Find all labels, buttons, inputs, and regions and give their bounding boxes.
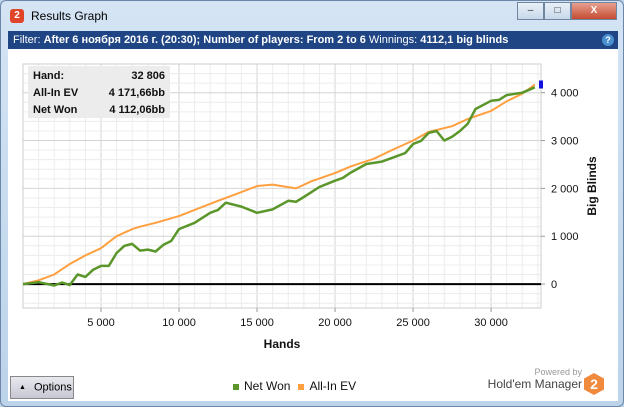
- app-logo-icon: 2: [10, 9, 24, 23]
- net-won-line: [22, 86, 536, 287]
- info-value: 4 112,06bb: [109, 104, 165, 116]
- legend-label: Net Won: [244, 379, 291, 393]
- legend-swatch: [233, 384, 239, 390]
- powered-by: Powered by: [534, 367, 582, 377]
- info-value: 4 171,66bb: [108, 87, 165, 99]
- info-row-allin-ev: All-In EV 4 171,66bb: [28, 85, 170, 102]
- filter-winnings-label: Winnings:: [368, 34, 418, 46]
- close-button[interactable]: X: [571, 2, 617, 20]
- legend-allin-ev: All-In EV: [298, 379, 356, 393]
- info-label: Net Won: [33, 104, 78, 116]
- filter-date: After 6 ноября 2016 г. (20:30);: [43, 34, 201, 46]
- options-button[interactable]: ▲ Options: [10, 376, 74, 399]
- graph-panel: 5 000 10 000 15 000 20 000 25 000 30 000 0 1 00…: [8, 49, 618, 401]
- filter-players-label: Number of players:: [203, 34, 304, 46]
- filter-winnings: 4112,1 big blinds: [420, 34, 509, 46]
- help-icon[interactable]: ?: [602, 34, 614, 46]
- x-tick-label: 25 000: [396, 317, 430, 329]
- brand: Powered by Hold'em Manager: [488, 367, 582, 391]
- x-tick-label: 15 000: [240, 317, 274, 329]
- info-label: Hand:: [33, 70, 65, 82]
- chart-legend: Net Won All-In EV: [233, 379, 356, 393]
- current-hand-marker: [539, 80, 543, 89]
- x-tick-label: 5 000: [87, 317, 115, 329]
- legend-label: All-In EV: [309, 379, 357, 393]
- y-tick-label: 1 000: [551, 231, 579, 243]
- y-tick-label: 0: [551, 279, 557, 291]
- triangle-up-icon: ▲: [19, 384, 26, 391]
- x-axis-label: Hands: [264, 337, 301, 351]
- minimize-button[interactable]: –: [517, 2, 544, 20]
- plot-border: [22, 63, 542, 309]
- info-value: 32 806: [131, 70, 165, 82]
- filter-bar: Filter: After 6 ноября 2016 г. (20:30); …: [8, 31, 618, 49]
- y-axis-label: Big Blinds: [585, 156, 599, 216]
- hm2-logo-icon: 2: [584, 373, 604, 395]
- info-label: All-In EV: [33, 87, 79, 99]
- window-title: Results Graph: [31, 9, 108, 23]
- x-tick-label: 30 000: [474, 317, 508, 329]
- allin-ev-line: [22, 83, 536, 286]
- brand-name: Hold'em Manager: [487, 377, 582, 391]
- info-row-hand: Hand: 32 806: [28, 68, 170, 85]
- y-tick-label: 4 000: [551, 88, 579, 100]
- x-tick-label: 20 000: [318, 317, 352, 329]
- filter-prefix: Filter:: [13, 34, 41, 46]
- info-box: Hand: 32 806 All-In EV 4 171,66bb Net Won 4…: [28, 66, 170, 118]
- legend-net-won: Net Won: [233, 379, 290, 393]
- options-label: Options: [33, 381, 72, 394]
- legend-swatch: [298, 384, 305, 390]
- y-tick-label: 3 000: [551, 136, 579, 148]
- info-row-net-won: Net Won 4 112,06bb: [28, 102, 170, 119]
- filter-players: From 2 to 6: [306, 34, 366, 46]
- maximize-button[interactable]: □: [544, 2, 571, 20]
- title-bar[interactable]: 2 Results Graph – □ X: [1, 1, 623, 29]
- y-tick-label: 2 000: [551, 183, 579, 195]
- x-tick-label: 10 000: [162, 317, 196, 329]
